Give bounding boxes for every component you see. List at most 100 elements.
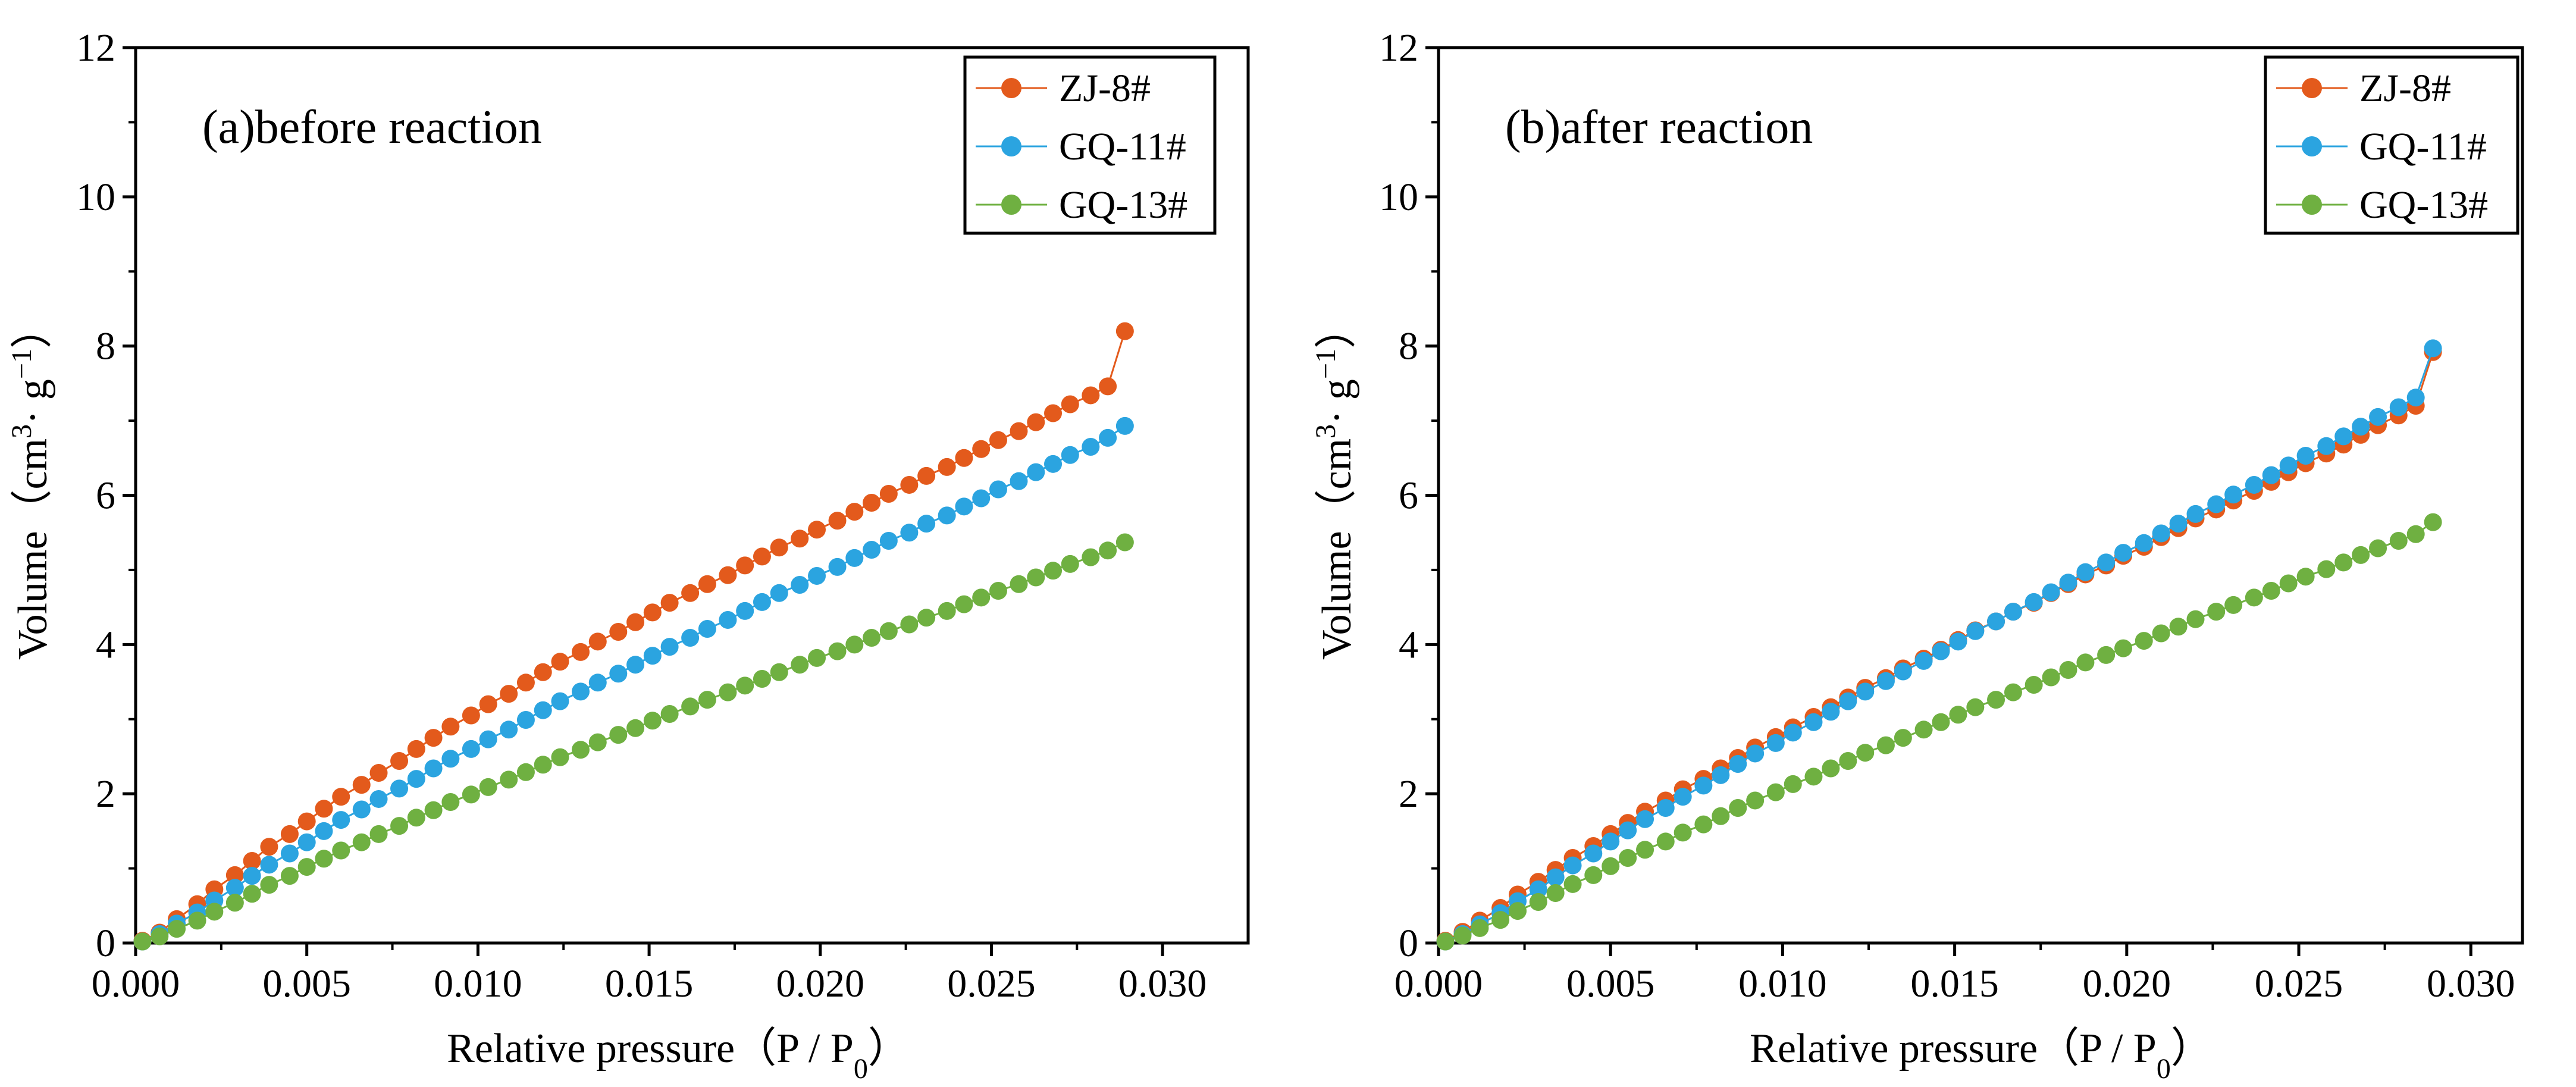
data-point — [441, 718, 460, 736]
data-point — [1784, 723, 1802, 742]
data-point — [1894, 662, 1912, 681]
legend-marker — [2302, 195, 2322, 215]
data-point — [791, 656, 809, 674]
data-point — [516, 763, 535, 781]
data-point — [2369, 408, 2387, 426]
data-point — [1914, 721, 1933, 739]
data-point — [1099, 541, 1117, 560]
data-point — [808, 566, 826, 585]
data-point — [2004, 603, 2022, 621]
data-point — [2076, 563, 2095, 581]
data-point — [243, 885, 261, 903]
data-point — [352, 776, 371, 794]
legend-label: GQ-13# — [1059, 183, 1187, 227]
x-tick-label: 0.010 — [434, 962, 522, 1005]
data-point — [332, 841, 350, 860]
data-point — [1729, 755, 1747, 773]
legend: ZJ-8# GQ-11# GQ-13# — [963, 55, 1217, 235]
data-point — [660, 704, 679, 723]
data-point — [660, 594, 679, 612]
data-point — [1082, 386, 1100, 405]
data-point — [260, 838, 278, 856]
data-point — [2334, 553, 2353, 572]
data-point — [572, 741, 590, 759]
data-point — [698, 575, 716, 593]
data-point — [1471, 919, 1489, 937]
legend-label: GQ-13# — [2359, 183, 2488, 227]
data-point — [698, 691, 716, 709]
data-point — [609, 665, 628, 683]
series-gq-13 — [1436, 513, 2442, 951]
data-point — [424, 801, 443, 819]
data-point — [609, 726, 628, 744]
data-point — [352, 833, 371, 851]
y-axis-title: Volume（cm3· g−1） — [1310, 307, 1361, 660]
data-point — [260, 856, 278, 874]
data-point — [2389, 532, 2408, 550]
data-point — [1509, 902, 1527, 920]
data-point — [2114, 639, 2133, 657]
data-point — [643, 647, 662, 665]
data-point — [1987, 612, 2005, 631]
data-point — [551, 748, 569, 766]
x-tick-label: 0.020 — [776, 962, 865, 1005]
data-point — [2207, 603, 2226, 621]
data-point — [863, 629, 881, 647]
x-tick-label: 0.015 — [605, 962, 694, 1005]
y-tick-label: 12 — [76, 26, 115, 70]
data-point — [1694, 815, 1713, 834]
data-point — [1082, 548, 1100, 566]
x-tick-label: 0.015 — [1910, 962, 1999, 1005]
data-point — [369, 790, 388, 808]
data-point — [938, 458, 956, 476]
data-point — [1784, 775, 1802, 793]
data-point — [2224, 596, 2243, 614]
data-point — [243, 852, 261, 870]
data-point — [243, 867, 261, 885]
data-point — [1044, 455, 1063, 473]
x-tick-label: 0.005 — [262, 962, 351, 1005]
legend-marker — [2302, 136, 2322, 156]
data-point — [863, 541, 881, 559]
panel-annotation: (a)before reaction — [202, 101, 542, 154]
data-point — [1529, 880, 1547, 898]
data-point — [2262, 466, 2280, 484]
data-point — [753, 670, 771, 688]
data-point — [407, 740, 425, 758]
data-point — [900, 475, 919, 494]
data-point — [500, 685, 518, 703]
data-point — [2369, 539, 2387, 557]
data-point — [280, 825, 299, 843]
data-point — [1082, 437, 1100, 456]
data-point — [681, 629, 700, 647]
data-point — [1822, 703, 1840, 721]
data-point — [828, 557, 847, 576]
data-point — [297, 833, 316, 851]
data-point — [770, 538, 788, 557]
legend-label: GQ-11# — [2359, 125, 2487, 168]
data-point — [2262, 582, 2280, 600]
data-point — [917, 466, 936, 485]
data-point — [1729, 798, 1747, 817]
data-point — [2317, 560, 2336, 578]
data-point — [1061, 555, 1079, 573]
data-point — [1694, 776, 1713, 795]
data-point — [736, 676, 754, 695]
data-point — [1712, 766, 1730, 784]
data-point — [315, 850, 333, 868]
data-point — [2186, 505, 2205, 523]
data-point — [1949, 706, 1967, 724]
data-point — [479, 730, 497, 748]
data-point — [2186, 610, 2205, 628]
data-point — [2245, 475, 2263, 494]
data-point — [225, 894, 244, 912]
data-point — [1674, 823, 1692, 842]
data-point — [917, 609, 936, 627]
data-point — [1656, 832, 1675, 851]
data-point — [736, 602, 754, 620]
y-tick-label: 6 — [1399, 474, 1418, 518]
data-point — [1099, 428, 1117, 447]
data-point — [1044, 404, 1063, 422]
data-point — [1061, 446, 1079, 464]
data-point — [1027, 463, 1045, 481]
